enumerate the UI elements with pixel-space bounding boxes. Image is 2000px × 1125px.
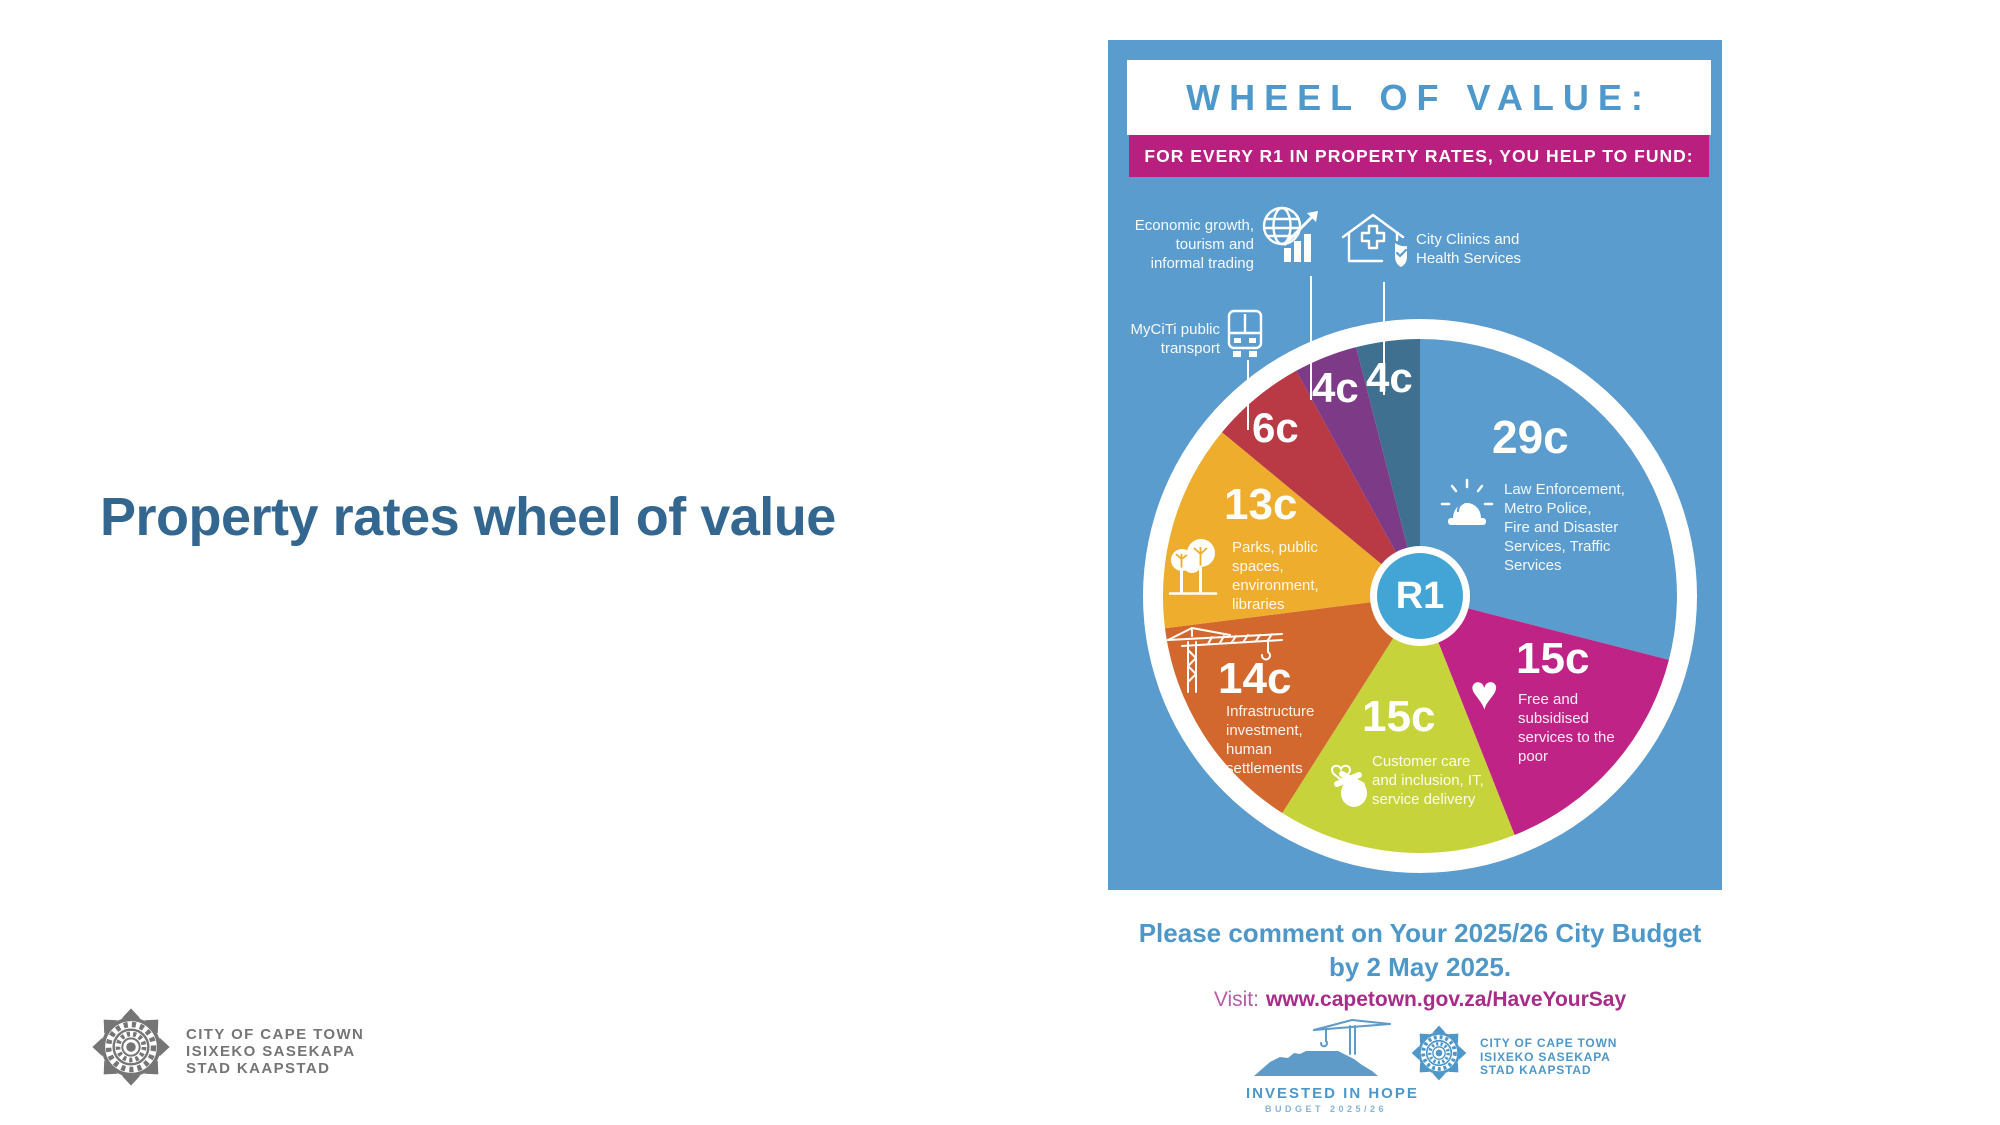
visit-url-link[interactable]: www.capetown.gov.za/HaveYourSay [1265, 988, 1627, 1011]
leader-lines [1247, 276, 1385, 430]
segment-value-economic: 4c [1312, 364, 1359, 411]
page-title: Property rates wheel of value [100, 487, 836, 547]
segment-value-free-services: 15c [1516, 634, 1590, 683]
trees-icon [1168, 534, 1218, 605]
visit-prefix: Visit: [1213, 988, 1259, 1011]
visit-line: Visit: www.capetown.gov.za/HaveYourSay [1020, 988, 1820, 1012]
table-mountain-crane-icon [1254, 1019, 1391, 1076]
poster-coct-logo-text: CITY OF CAPE TOWN ISIXEKO SASEKAPA STAD … [1480, 1036, 1618, 1077]
poster-banner: FOR EVERY R1 IN PROPERTY RATES, YOU HELP… [1129, 135, 1709, 177]
wheel-segment-2-15c [1282, 596, 1515, 854]
wheel-segment-1-15c [1420, 596, 1669, 835]
finger-heart-icon [1328, 752, 1372, 813]
heart-icon: ♥ [1470, 667, 1499, 720]
comment-line1: Please comment on Your 2025/26 City Budg… [1138, 918, 1702, 948]
comment-call-to-action: Please comment on Your 2025/26 City Budg… [1020, 916, 1820, 984]
coct-gear-icon [1410, 1024, 1468, 1082]
clinic-icon [1338, 210, 1408, 277]
comment-line2: by 2 May 2025. [1328, 952, 1512, 982]
siren-icon [1440, 478, 1494, 533]
wheel-of-value-poster: WHEEL OF VALUE: FOR EVERY R1 IN PROPERTY… [1108, 40, 1722, 890]
segment-label-parks: Parks, public spaces, environment, libra… [1232, 539, 1319, 613]
invested-in-hope-logo: INVESTED IN HOPE BUDGET 2025/26 [1246, 1016, 1419, 1114]
invested-logo-subtitle: BUDGET 2025/26 [1264, 1104, 1388, 1114]
segment-label-customer-care: Customer care and inclusion, IT, service… [1372, 753, 1484, 808]
poster-banner-text: FOR EVERY R1 IN PROPERTY RATES, YOU HELP… [1144, 145, 1694, 166]
city-logo-text: CITY OF CAPE TOWN ISIXEKO SASEKAPA STAD … [186, 1026, 365, 1077]
wheel-center-label: R1 [1395, 574, 1445, 617]
segment-value-law: 29c [1492, 411, 1569, 463]
crane-icon [1164, 620, 1286, 699]
segment-value-customer-care: 15c [1362, 692, 1436, 741]
wheel-segment-3-14c [1165, 596, 1420, 813]
poster-header: WHEEL OF VALUE: [1127, 60, 1711, 135]
segment-label-law: Law Enforcement, Metro Police, Fire and … [1504, 481, 1625, 574]
segment-value-infrastructure: 14c [1218, 654, 1292, 703]
wheel-segment-0-29c [1420, 339, 1677, 660]
wheel-segment-7-4c [1356, 339, 1420, 596]
bus-icon [1226, 308, 1264, 363]
poster-coct-logo: CITY OF CAPE TOWN ISIXEKO SASEKAPA STAD … [1410, 1024, 1617, 1082]
wheel-segment-5-6c [1222, 370, 1420, 596]
segment-value-myciti: 6c [1252, 404, 1299, 451]
callout-myciti: MyCiTi public transport [1130, 321, 1220, 357]
segment-value-clinics: 4c [1366, 354, 1413, 401]
wheel-segment-6-4c [1296, 347, 1420, 596]
wheel-chart [1143, 276, 1697, 873]
city-of-cape-town-logo: CITY OF CAPE TOWN ISIXEKO SASEKAPA STAD … [90, 1006, 364, 1088]
segment-label-free-services: Free and subsidised services to the poor [1518, 691, 1615, 765]
segment-label-infrastructure: Infrastructure investment, human settlem… [1226, 703, 1315, 777]
invested-logo-title: INVESTED IN HOPE [1246, 1085, 1419, 1102]
segment-value-parks: 13c [1224, 480, 1298, 529]
wheel-slices [1162, 339, 1677, 854]
callout-city-clinics: City Clinics and Health Services [1416, 231, 1522, 267]
coct-gear-icon [90, 1006, 172, 1088]
hub-circle [1377, 553, 1463, 639]
wheel-segment-4-13c [1162, 432, 1420, 629]
callout-economic-growth: Economic growth, tourism and informal tr… [1134, 217, 1254, 272]
globe-growth-icon [1260, 204, 1320, 269]
poster-title: WHEEL OF VALUE: [1186, 76, 1652, 118]
